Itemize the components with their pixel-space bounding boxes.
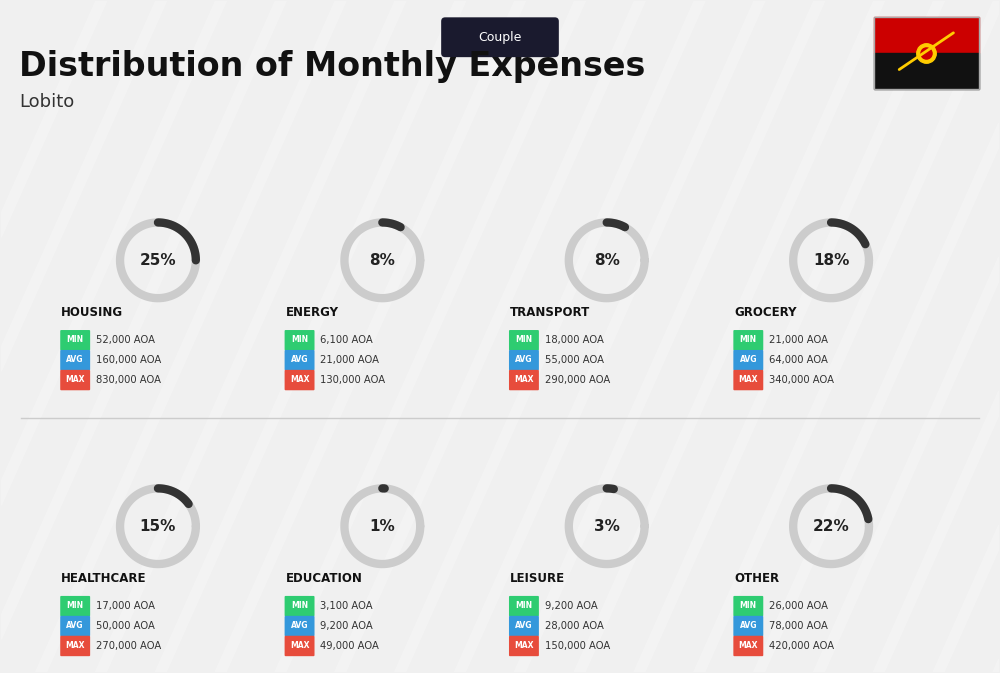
FancyBboxPatch shape [733,330,763,351]
Text: AVG: AVG [515,355,533,364]
Text: Lobito: Lobito [19,93,75,111]
Text: 15%: 15% [140,519,176,534]
Text: 830,000 AOA: 830,000 AOA [96,375,161,385]
Text: AVG: AVG [740,621,757,631]
FancyBboxPatch shape [285,370,315,390]
Text: MAX: MAX [514,641,534,650]
Text: 420,000 AOA: 420,000 AOA [769,641,834,651]
Text: 9,200 AOA: 9,200 AOA [320,621,373,631]
FancyBboxPatch shape [285,330,315,351]
Text: 340,000 AOA: 340,000 AOA [769,375,834,385]
Text: 28,000 AOA: 28,000 AOA [545,621,604,631]
Text: AVG: AVG [515,621,533,631]
Text: AVG: AVG [66,355,84,364]
Text: AVG: AVG [66,621,84,631]
FancyBboxPatch shape [285,596,315,616]
FancyBboxPatch shape [509,370,539,390]
Text: Distribution of Monthly Expenses: Distribution of Monthly Expenses [19,50,646,83]
FancyBboxPatch shape [441,17,559,57]
FancyBboxPatch shape [509,636,539,656]
Text: GROCERY: GROCERY [734,306,797,319]
Text: HEALTHCARE: HEALTHCARE [61,572,147,585]
FancyBboxPatch shape [60,330,90,351]
FancyBboxPatch shape [509,596,539,616]
Text: AVG: AVG [291,621,308,631]
Bar [874,53,979,89]
FancyBboxPatch shape [733,636,763,656]
Text: MIN: MIN [740,335,757,345]
Text: 26,000 AOA: 26,000 AOA [769,601,828,611]
FancyBboxPatch shape [733,596,763,616]
Text: 1%: 1% [369,519,395,534]
FancyBboxPatch shape [60,350,90,370]
Text: 3,100 AOA: 3,100 AOA [320,601,373,611]
Text: 18%: 18% [813,253,849,268]
Text: Couple: Couple [478,31,522,44]
FancyBboxPatch shape [60,616,90,636]
FancyBboxPatch shape [733,350,763,370]
Text: 17,000 AOA: 17,000 AOA [96,601,155,611]
Text: 130,000 AOA: 130,000 AOA [320,375,386,385]
FancyBboxPatch shape [285,616,315,636]
Text: MAX: MAX [65,376,85,384]
Text: OTHER: OTHER [734,572,779,585]
Text: 18,000 AOA: 18,000 AOA [545,335,604,345]
Text: MAX: MAX [739,641,758,650]
Text: EDUCATION: EDUCATION [286,572,362,585]
Text: 8%: 8% [369,253,395,268]
Text: 270,000 AOA: 270,000 AOA [96,641,161,651]
Text: 160,000 AOA: 160,000 AOA [96,355,161,365]
Text: MAX: MAX [739,376,758,384]
Text: MIN: MIN [67,335,84,345]
FancyBboxPatch shape [60,370,90,390]
FancyBboxPatch shape [285,350,315,370]
Text: 8%: 8% [594,253,620,268]
Text: 64,000 AOA: 64,000 AOA [769,355,828,365]
Text: 21,000 AOA: 21,000 AOA [320,355,380,365]
Text: 9,200 AOA: 9,200 AOA [545,601,598,611]
Text: MIN: MIN [291,335,308,345]
Text: MIN: MIN [740,602,757,610]
Text: 290,000 AOA: 290,000 AOA [545,375,610,385]
Text: 78,000 AOA: 78,000 AOA [769,621,828,631]
Text: MAX: MAX [65,641,85,650]
Text: MAX: MAX [290,376,309,384]
FancyBboxPatch shape [60,596,90,616]
Text: ENERGY: ENERGY [286,306,339,319]
FancyBboxPatch shape [733,616,763,636]
FancyBboxPatch shape [733,370,763,390]
FancyBboxPatch shape [509,616,539,636]
Text: AVG: AVG [291,355,308,364]
Bar [874,17,979,89]
Text: TRANSPORT: TRANSPORT [510,306,590,319]
FancyBboxPatch shape [285,636,315,656]
Text: 55,000 AOA: 55,000 AOA [545,355,604,365]
Text: 150,000 AOA: 150,000 AOA [545,641,610,651]
Text: MIN: MIN [291,602,308,610]
Text: 21,000 AOA: 21,000 AOA [769,335,828,345]
Text: 22%: 22% [813,519,849,534]
Text: MAX: MAX [290,641,309,650]
FancyBboxPatch shape [509,330,539,351]
Text: HOUSING: HOUSING [61,306,123,319]
Text: LEISURE: LEISURE [510,572,565,585]
Text: 3%: 3% [594,519,620,534]
Text: 6,100 AOA: 6,100 AOA [320,335,373,345]
Text: 50,000 AOA: 50,000 AOA [96,621,155,631]
Text: MIN: MIN [515,602,532,610]
Text: MAX: MAX [514,376,534,384]
Text: AVG: AVG [740,355,757,364]
FancyBboxPatch shape [509,350,539,370]
Text: 49,000 AOA: 49,000 AOA [320,641,379,651]
Text: MIN: MIN [515,335,532,345]
Bar [874,17,979,53]
Text: 25%: 25% [140,253,176,268]
Text: MIN: MIN [67,602,84,610]
Text: 52,000 AOA: 52,000 AOA [96,335,155,345]
FancyBboxPatch shape [60,636,90,656]
